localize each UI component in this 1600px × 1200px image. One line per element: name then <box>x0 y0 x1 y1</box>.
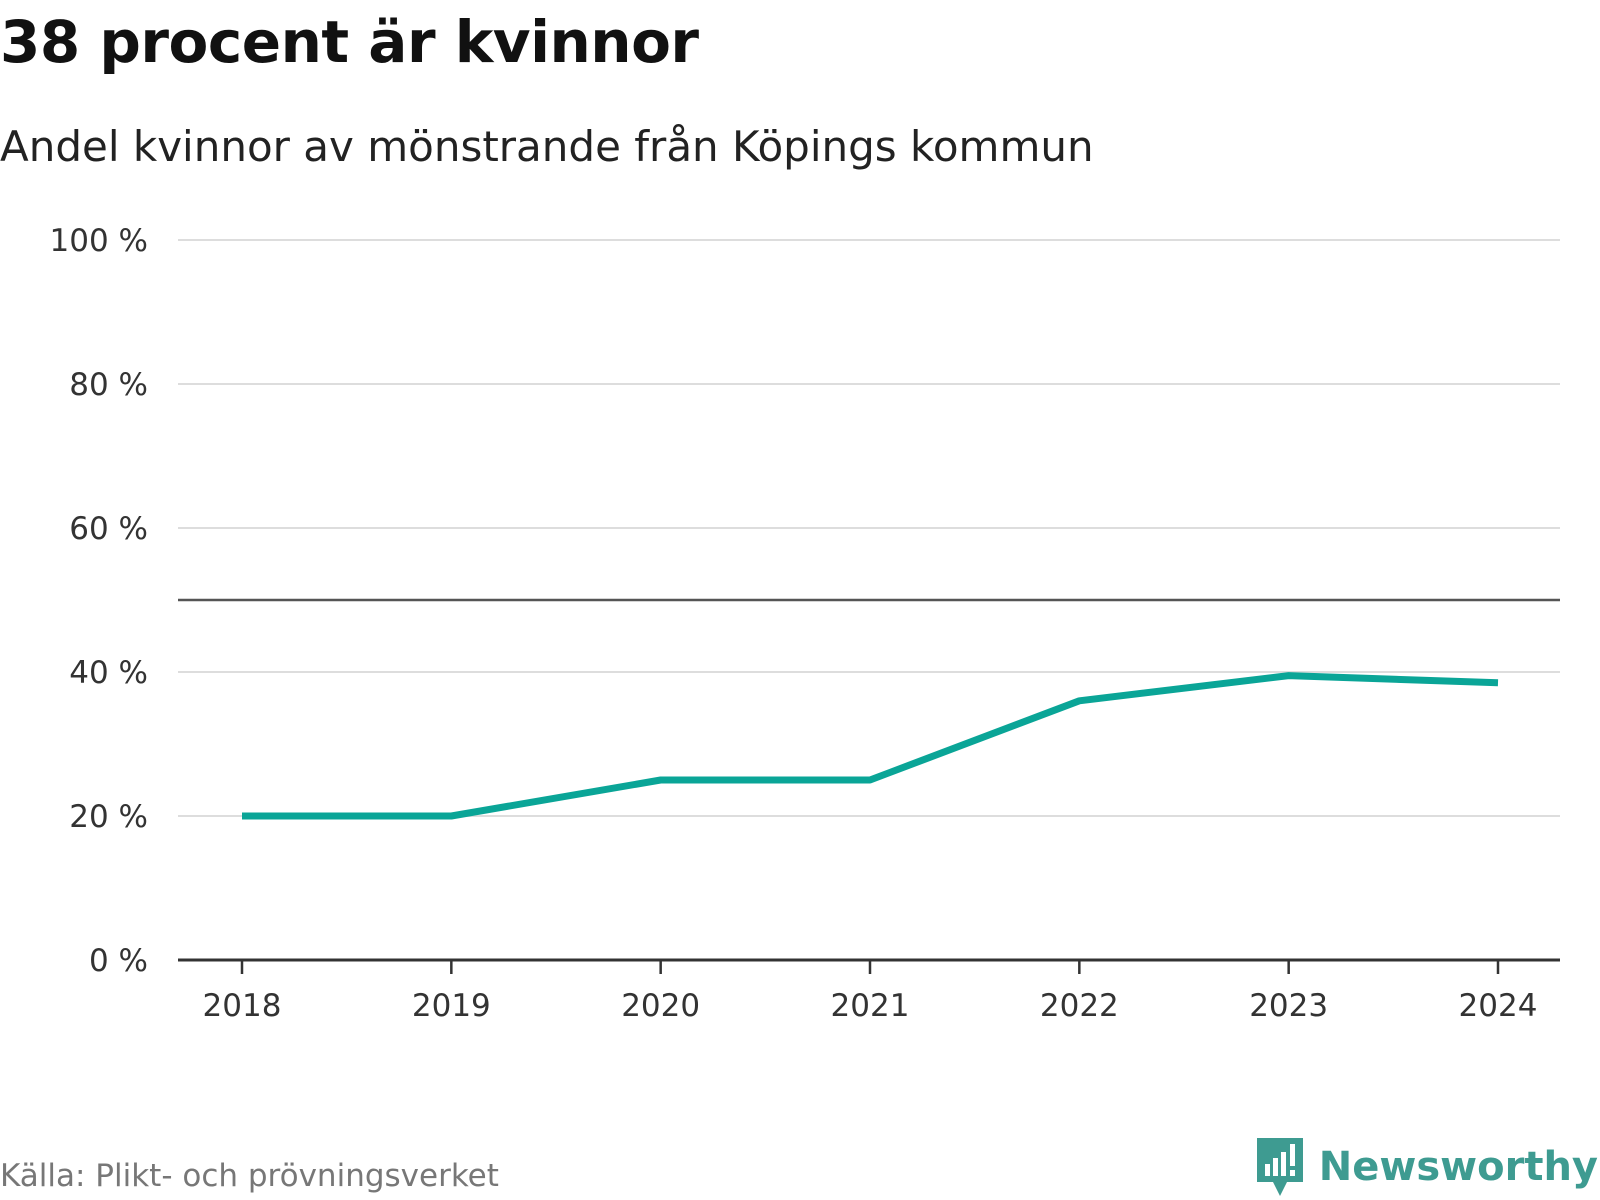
x-tick-label-2024: 2024 <box>1459 988 1538 1024</box>
y-tick-label-0: 0 % <box>89 943 148 979</box>
chart-subtitle: Andel kvinnor av mönstrande från Köpings… <box>0 122 1094 171</box>
series-group <box>242 672 1499 820</box>
line-chart: 0 % 20 % 40 % 60 % 80 % 100 % 2018 2019 2020 202… <box>50 223 1560 1024</box>
x-tick-label-2020: 2020 <box>621 988 700 1024</box>
grid-lines <box>178 239 1560 817</box>
x-tick-label-2023: 2023 <box>1249 988 1328 1024</box>
brand-logo: Newsworthy <box>1255 1138 1598 1196</box>
x-tick-label-2019: 2019 <box>412 988 491 1024</box>
series-line-0 <box>242 672 1499 820</box>
newsworthy-logo-icon <box>1256 1138 1303 1196</box>
chart-title: 38 procent är kvinnor <box>0 8 699 76</box>
x-axis: 2018 2019 2020 2021 2022 2023 2024 <box>178 958 1560 1024</box>
source-note: Källa: Plikt- och prövningsverket <box>0 1158 499 1194</box>
y-tick-label-40: 40 % <box>69 655 148 691</box>
y-tick-label-20: 20 % <box>69 799 148 835</box>
x-tick-label-2022: 2022 <box>1040 988 1119 1024</box>
y-axis-labels: 0 % 20 % 40 % 60 % 80 % 100 % <box>50 223 148 979</box>
x-tick-label-2018: 2018 <box>203 988 282 1024</box>
y-tick-label-60: 60 % <box>69 511 148 547</box>
brand-name: Newsworthy <box>1318 1144 1598 1190</box>
y-tick-label-100: 100 % <box>50 223 148 259</box>
y-tick-label-80: 80 % <box>69 367 148 403</box>
x-tick-label-2021: 2021 <box>831 988 910 1024</box>
